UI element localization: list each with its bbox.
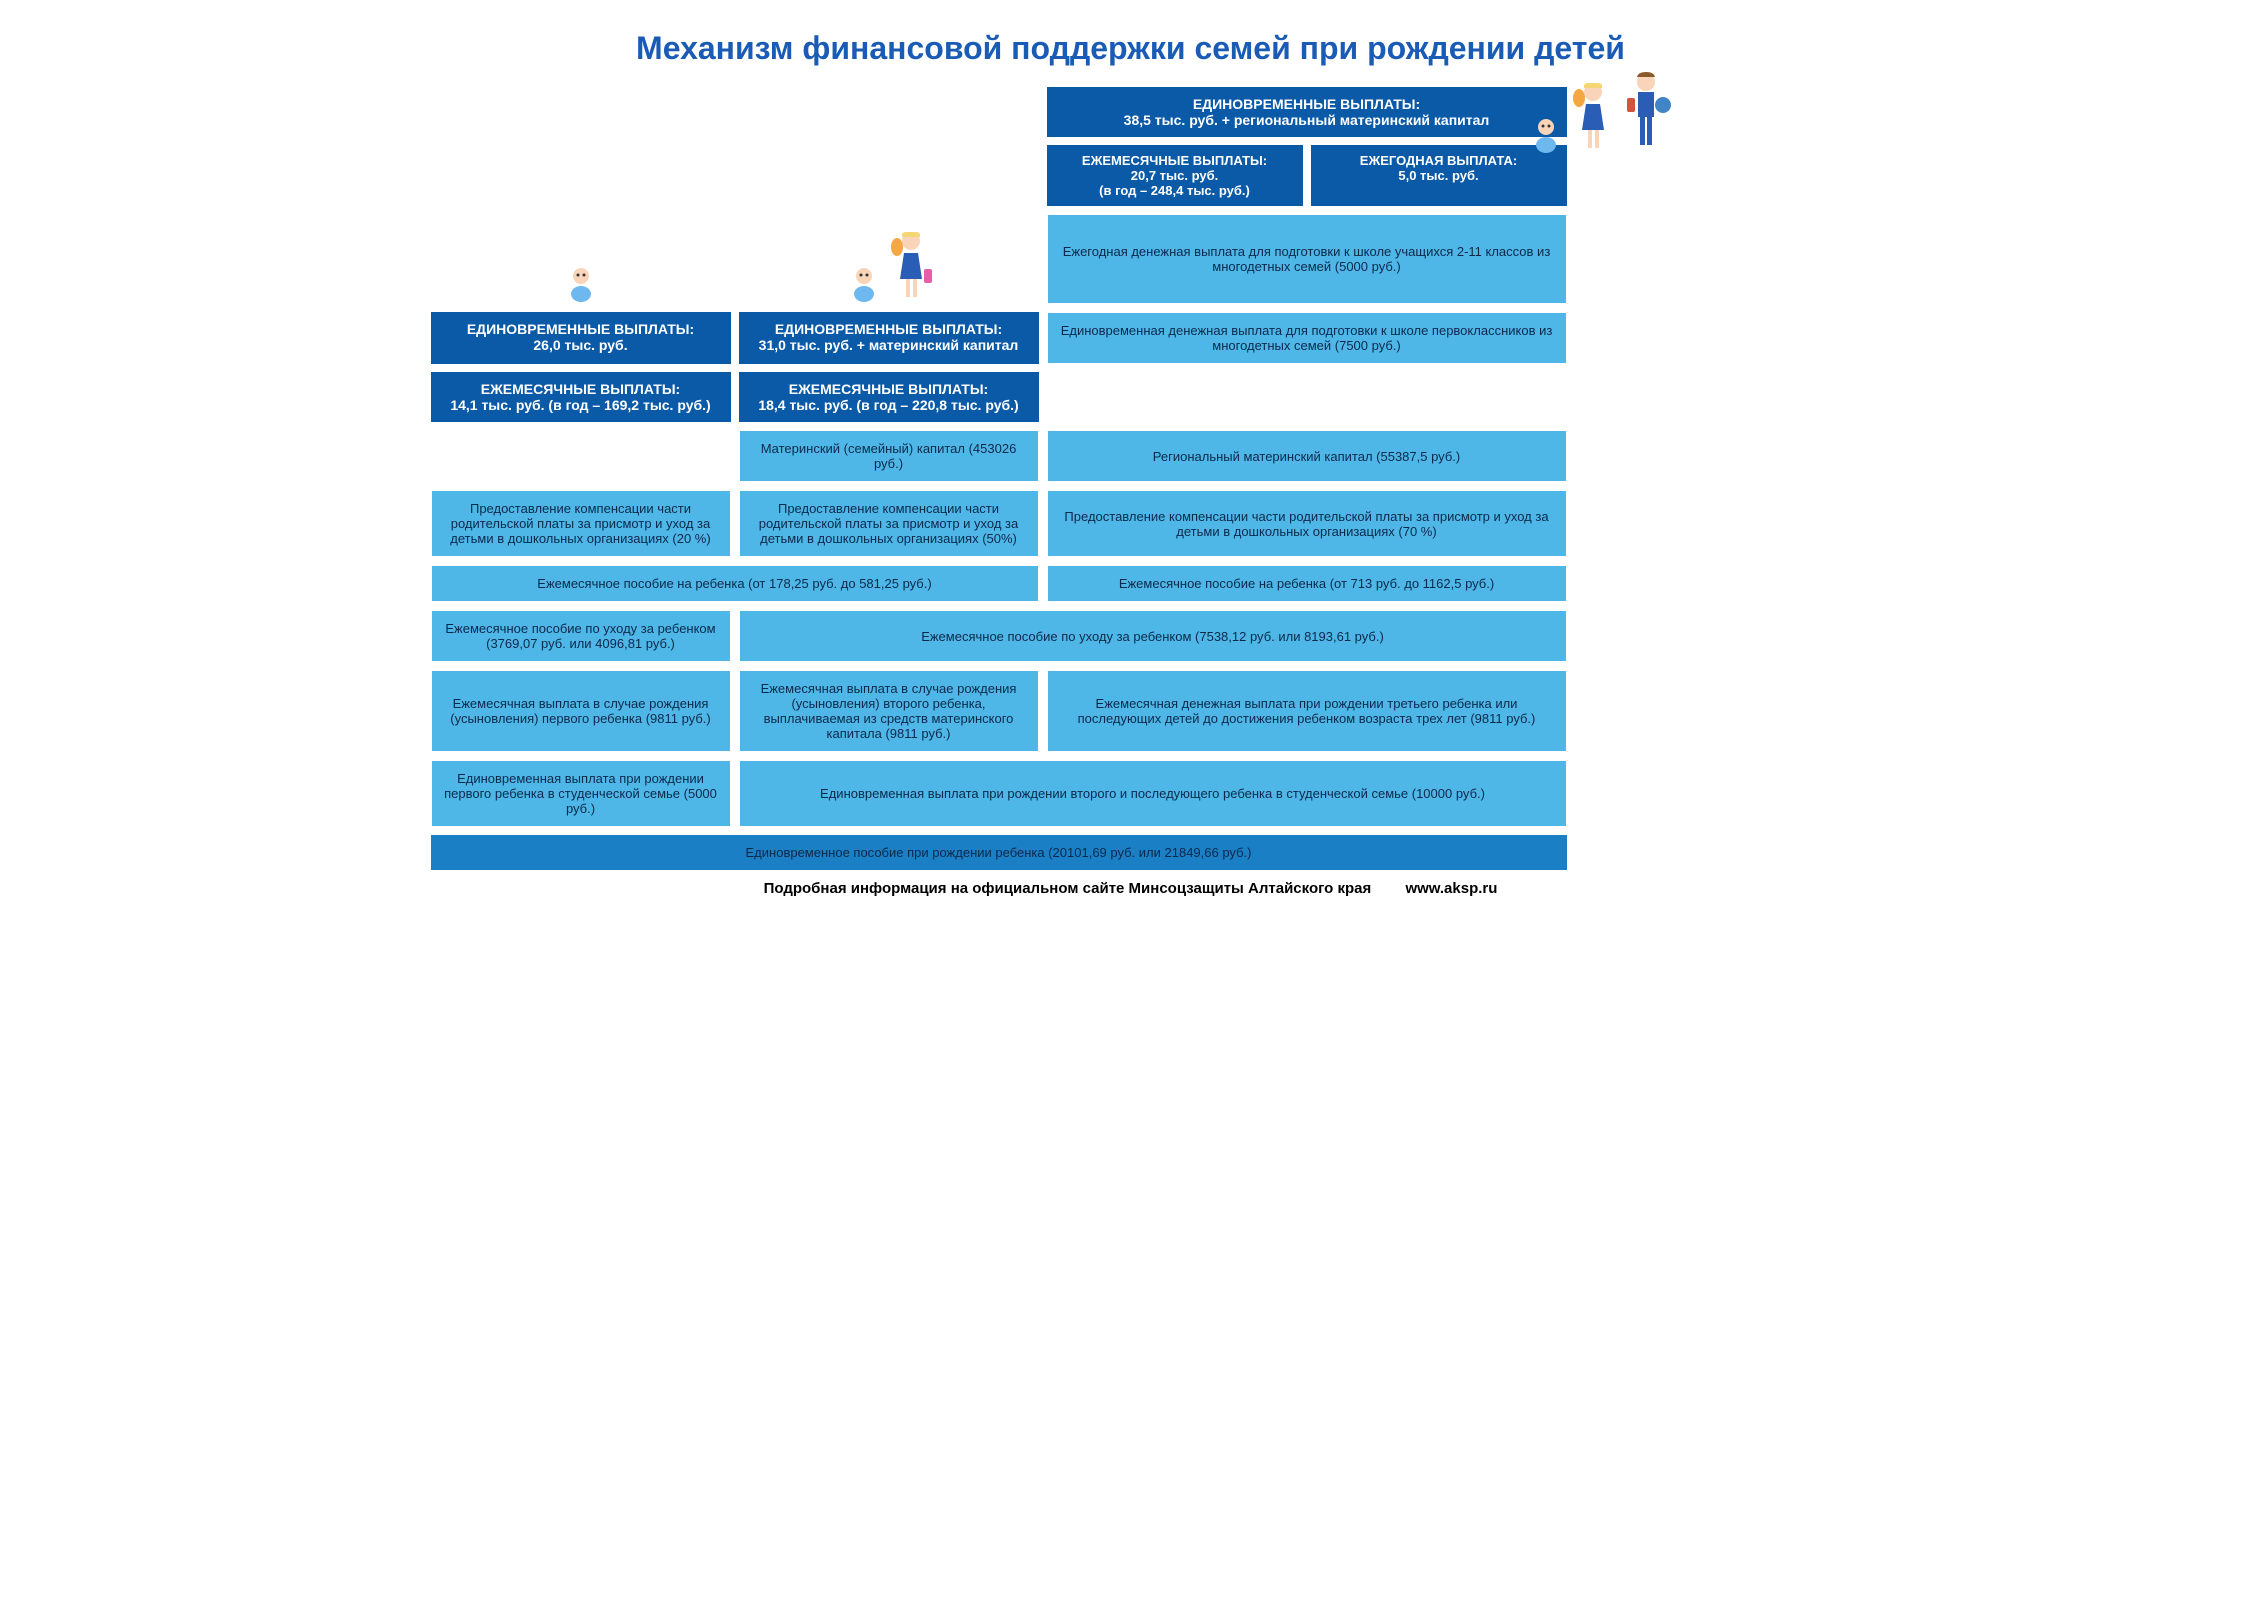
col2-onetime-value: 31,0 тыс. руб. + материнский капитал	[748, 337, 1030, 353]
col1-monthly-title: ЕЖЕМЕСЯЧНЫЕ ВЫПЛАТЫ:	[440, 381, 722, 397]
footer-url: www.aksp.ru	[1405, 880, 1497, 897]
col2-onetime-header: ЕДИНОВРЕМЕННЫЕ ВЫПЛАТЫ: 31,0 тыс. руб. +…	[739, 312, 1039, 364]
row4-col2: Предоставление компенсации части родител…	[739, 490, 1039, 557]
girl-icon	[1571, 80, 1616, 155]
row7-col3: Ежемесячная денежная выплата при рождени…	[1047, 670, 1567, 752]
col3-onetime-value: 38,5 тыс. руб. + региональный матерински…	[1056, 112, 1558, 128]
col3-monthly-title: ЕЖЕМЕСЯЧНЫЕ ВЫПЛАТЫ:	[1055, 153, 1295, 168]
row2-col3: Единовременная денежная выплата для подг…	[1047, 312, 1567, 364]
col3-monthly-value: 20,7 тыс. руб.	[1055, 168, 1295, 183]
row4-col3: Предоставление компенсации части родител…	[1047, 490, 1567, 557]
row3-col2: Материнский (семейный) капитал (453026 р…	[739, 430, 1039, 482]
row6-col23: Ежемесячное пособие по уходу за ребенком…	[739, 610, 1567, 662]
col1-onetime-title: ЕДИНОВРЕМЕННЫЕ ВЫПЛАТЫ:	[440, 321, 722, 337]
footer-text: Подробная информация на официальном сайт…	[764, 880, 1372, 897]
col2-monthly-value: 18,4 тыс. руб. (в год – 220,8 тыс. руб.)	[748, 397, 1030, 413]
page-title: Механизм финансовой поддержки семей при …	[431, 30, 1831, 67]
col2-monthly-title: ЕЖЕМЕСЯЧНЫЕ ВЫПЛАТЫ:	[748, 381, 1030, 397]
girl-icon	[889, 229, 934, 304]
row7-col1: Ежемесячная выплата в случае рождения (у…	[431, 670, 731, 752]
baby-icon	[561, 264, 601, 304]
baby-icon	[1526, 115, 1566, 155]
row7-col2: Ежемесячная выплата в случае рождения (у…	[739, 670, 1039, 752]
col1-onetime-value: 26,0 тыс. руб.	[440, 337, 722, 353]
col2-onetime-title: ЕДИНОВРЕМЕННЫЕ ВЫПЛАТЫ:	[748, 321, 1030, 337]
row6-col1: Ежемесячное пособие по уходу за ребенком…	[431, 610, 731, 662]
row9-all: Единовременное пособие при рождении ребе…	[431, 835, 1567, 870]
col3-monthly-header: ЕЖЕМЕСЯЧНЫЕ ВЫПЛАТЫ: 20,7 тыс. руб. (в г…	[1047, 145, 1303, 206]
baby-icon	[844, 264, 884, 304]
row3-col3: Региональный материнский капитал (55387,…	[1047, 430, 1567, 482]
row5-col12: Ежемесячное пособие на ребенка (от 178,2…	[431, 565, 1039, 602]
row5-col3: Ежемесячное пособие на ребенка (от 713 р…	[1047, 565, 1567, 602]
row8-col23: Единовременная выплата при рождении втор…	[739, 760, 1567, 827]
col1-onetime-header: ЕДИНОВРЕМЕННЫЕ ВЫПЛАТЫ: 26,0 тыс. руб.	[431, 312, 731, 364]
col3-monthly-value2: (в год – 248,4 тыс. руб.)	[1055, 183, 1295, 198]
col3-annual-title: ЕЖЕГОДНАЯ ВЫПЛАТА:	[1319, 153, 1559, 168]
row1-col3: Ежегодная денежная выплата для подготовк…	[1047, 214, 1567, 304]
col3-onetime-title: ЕДИНОВРЕМЕННЫЕ ВЫПЛАТЫ:	[1056, 96, 1558, 112]
illustration-baby-1	[431, 214, 731, 304]
col3-onetime-header: ЕДИНОВРЕМЕННЫЕ ВЫПЛАТЫ: 38,5 тыс. руб. +…	[1047, 87, 1567, 137]
benefits-grid: ЕДИНОВРЕМЕННЫЕ ВЫПЛАТЫ: 38,5 тыс. руб. +…	[431, 87, 1831, 870]
row8-col1: Единовременная выплата при рождении перв…	[431, 760, 731, 827]
col1-monthly-value: 14,1 тыс. руб. (в год – 169,2 тыс. руб.)	[440, 397, 722, 413]
illustration-baby-girl	[739, 214, 1039, 304]
footer: Подробная информация на официальном сайт…	[431, 880, 1831, 897]
illustration-three-children	[1526, 70, 1671, 155]
col3-annual-value: 5,0 тыс. руб.	[1319, 168, 1559, 183]
infographic-page: Механизм финансовой поддержки семей при …	[431, 20, 1831, 897]
col2-monthly-header: ЕЖЕМЕСЯЧНЫЕ ВЫПЛАТЫ: 18,4 тыс. руб. (в г…	[739, 372, 1039, 422]
boy-icon	[1621, 70, 1671, 155]
col1-monthly-header: ЕЖЕМЕСЯЧНЫЕ ВЫПЛАТЫ: 14,1 тыс. руб. (в г…	[431, 372, 731, 422]
row4-col1: Предоставление компенсации части родител…	[431, 490, 731, 557]
